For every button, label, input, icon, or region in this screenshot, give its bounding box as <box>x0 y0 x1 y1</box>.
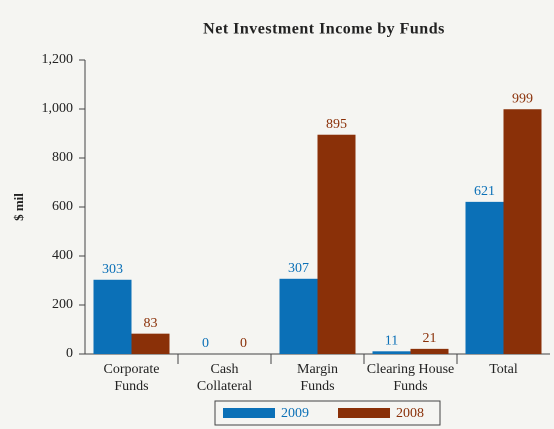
x-tick-label: Margin Funds <box>297 362 338 394</box>
data-label: 21 <box>423 331 437 346</box>
legend-swatch <box>223 408 275 418</box>
legend-label: 2009 <box>281 406 309 421</box>
x-tick-label: Corporate Funds <box>104 362 160 394</box>
y-tick-label: 1,200 <box>42 52 74 67</box>
y-axis-label: $ mil <box>11 193 26 221</box>
y-tick-label: 1,000 <box>42 101 74 116</box>
bar <box>465 201 504 354</box>
data-label: 11 <box>385 334 398 349</box>
data-label: 999 <box>512 91 533 106</box>
bar <box>503 109 542 355</box>
bar <box>410 348 449 354</box>
legend-swatch <box>338 408 390 418</box>
y-tick-label: 400 <box>52 248 73 263</box>
data-label: 895 <box>326 117 347 132</box>
data-label: 307 <box>288 261 309 276</box>
bar <box>131 333 170 354</box>
y-tick-label: 600 <box>52 199 73 214</box>
y-tick-label: 200 <box>52 297 73 312</box>
data-label: 83 <box>144 316 158 331</box>
bar <box>279 278 318 354</box>
legend-box <box>214 400 441 426</box>
x-tick-label: Clearing House Funds <box>367 362 454 394</box>
x-tick-label: Total <box>489 362 518 377</box>
bar <box>372 351 411 354</box>
legend-label: 2008 <box>396 406 424 421</box>
y-tick-label: 800 <box>52 150 73 165</box>
x-tick-label: Cash Collateral <box>197 362 252 394</box>
y-tick-label: 0 <box>66 346 73 361</box>
chart-title: Net Investment Income by Funds <box>203 21 445 38</box>
data-label: 0 <box>240 336 247 351</box>
bar <box>93 279 132 354</box>
data-label: 303 <box>102 262 123 277</box>
data-label: 621 <box>474 184 495 199</box>
data-label: 0 <box>202 336 209 351</box>
bar <box>317 134 356 354</box>
